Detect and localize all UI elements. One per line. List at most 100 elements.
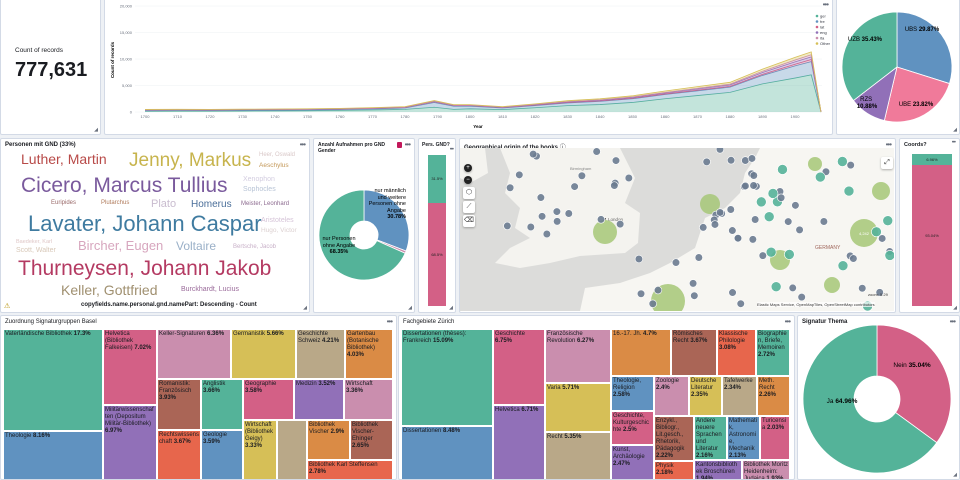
map-cluster: [526, 222, 535, 232]
treemap-cell[interactable]: Keller-Signaturen 6.36%: [157, 329, 231, 379]
treemap-cell[interactable]: Bibliothek Karl Steffensen 2.78%: [307, 460, 393, 479]
line-tool-icon[interactable]: ⟋: [463, 201, 475, 213]
thema-slice: [876, 324, 952, 444]
resize-handle[interactable]: ◢: [303, 305, 307, 311]
wordcloud-word[interactable]: Aristoteles: [261, 217, 294, 224]
warning-icon[interactable]: ⚠: [4, 303, 11, 310]
treemap-cell[interactable]: Tafelwerke 2.34%: [722, 376, 757, 416]
treemap-cell[interactable]: Geschichte Schweiz 4.21%: [296, 329, 345, 379]
treemap-cell[interactable]: [277, 420, 307, 479]
treemap-cell[interactable]: Germanistik 5.66%: [231, 329, 296, 379]
treemap-cell[interactable]: Helvetica (Bibliothek Falkeisen) 7.02%: [103, 329, 157, 405]
panel-menu-button[interactable]: •••: [784, 317, 791, 326]
treemap-cell[interactable]: Theologie, Religion 2.58%: [611, 376, 654, 411]
wordcloud-word[interactable]: Xenophon: [243, 176, 275, 183]
gender-donut-chart: [318, 189, 410, 281]
resize-handle[interactable]: ◢: [953, 305, 957, 311]
wordcloud-word[interactable]: Plutarchus: [101, 200, 130, 206]
area-chart: 0 5,000 10,000 15,000 20,000 1700 1710 1720 1730…: [110, 4, 831, 130]
wordcloud-word[interactable]: Lavater, Johann Caspar: [28, 211, 262, 236]
map-attribution[interactable]: Elastic Maps Service, OpenMapTiles, Open…: [757, 302, 875, 307]
panel-menu-button[interactable]: •••: [299, 140, 306, 149]
wordcloud-word[interactable]: Voltaire: [176, 239, 217, 253]
resize-handle[interactable]: ◢: [953, 127, 957, 133]
wordcloud-word[interactable]: Aeschylus: [259, 162, 289, 169]
treemap-cell[interactable]: Bibliothek Moritz Heidenheim: Judaica 1.…: [742, 460, 790, 479]
treemap-cell[interactable]: Physik 2.18%: [654, 461, 694, 479]
wordcloud-word[interactable]: Jenny, Markus: [129, 150, 252, 171]
wordcloud-word[interactable]: Keller, Gottfried: [61, 282, 158, 298]
treemap-cell[interactable]: Klassische Philologie 3.08%: [717, 329, 756, 376]
treemap-cell[interactable]: Biographien, Briefe, Memoiren 2.72%: [756, 329, 790, 376]
panel-menu-button[interactable]: •••: [951, 140, 956, 146]
treemap-cell[interactable]: Theologie 8.16%: [3, 431, 103, 479]
treemap-cell[interactable]: Zoologie 2.4%: [654, 376, 689, 416]
treemap-cell[interactable]: Turicensia 2.03%: [760, 416, 790, 460]
resize-handle[interactable]: ◢: [449, 305, 453, 311]
treemap-cell[interactable]: Geographie 3.58%: [243, 379, 294, 420]
polygon-tool-icon[interactable]: ⬡: [463, 187, 475, 199]
panel-menu-button[interactable]: •••: [449, 147, 454, 153]
wordcloud-word[interactable]: Baedeker, Karl: [16, 239, 53, 245]
treemap-cell[interactable]: Romanistik: Französisch 3.93%: [157, 379, 201, 430]
treemap-cell[interactable]: Kantonsbibliothek Broschüren 1.94%: [694, 460, 742, 479]
treemap-cell[interactable]: Geschichte 6.75%: [493, 329, 545, 405]
wordcloud-word[interactable]: Meister, Leonhard: [241, 201, 290, 207]
resize-handle[interactable]: ◢: [408, 305, 412, 311]
wordcloud-word[interactable]: Thurneysen, Johann Jakob: [18, 257, 272, 280]
treemap-cell[interactable]: Dissertationen (thèses): Frankreich 15.0…: [401, 329, 493, 426]
wordcloud-word[interactable]: Homerus: [191, 199, 232, 210]
treemap-cell[interactable]: Rechtswissenschaft 3.67%: [157, 430, 201, 479]
treemap-cell[interactable]: Wirtschaft (Bibliothek Geigy) 3.33%: [243, 420, 277, 479]
treemap-cell[interactable]: Recht 5.35%: [545, 432, 611, 479]
zoom-in-button[interactable]: +: [464, 164, 472, 172]
treemap-cell[interactable]: 16.-17. Jh. 4.7%: [611, 329, 671, 376]
resize-handle[interactable]: ◢: [94, 127, 98, 133]
x-tick-label: 1740: [271, 114, 281, 119]
fit-bounds-button[interactable]: ⤢: [881, 157, 893, 169]
treemap-cell[interactable]: Mathematik, Astronomie, Mechanik 2.13%: [727, 416, 760, 460]
treemap-cell[interactable]: Geologie 3.59%: [201, 430, 243, 479]
wordcloud-word[interactable]: Euripides: [51, 200, 77, 206]
treemap-cell[interactable]: Bibliothek Vischer-Ehinger 2.65%: [350, 420, 393, 460]
eraser-tool-icon[interactable]: ⌫: [463, 215, 475, 227]
treemap-cell[interactable]: Römisches Recht 3.67%: [671, 329, 717, 376]
panel-menu-button[interactable]: •••: [404, 140, 411, 149]
wordcloud-word[interactable]: Hugo, Victor: [261, 227, 297, 234]
treemap-cell[interactable]: Dissertationen 8.48%: [401, 426, 493, 479]
wordcloud-word[interactable]: Burckhardt, Lucius: [181, 286, 239, 293]
treemap-cell[interactable]: Deutsche Literatur 2.35%: [689, 376, 722, 416]
wordcloud-word[interactable]: Luther, Martin: [21, 151, 107, 167]
map-cluster: [536, 193, 545, 202]
treemap-cell[interactable]: Wirtschaft 3.36%: [344, 379, 393, 420]
panel-menu-button[interactable]: •••: [386, 317, 393, 326]
legend-toggle-icon[interactable]: [397, 142, 402, 148]
panel-menu-button[interactable]: •••: [885, 140, 892, 149]
panel-menu-button[interactable]: •••: [822, 0, 829, 9]
treemap-cell[interactable]: Medizin 3.52%: [294, 379, 344, 420]
wordcloud-word[interactable]: Sophocles: [243, 186, 276, 193]
wordcloud-word[interactable]: Plato: [151, 198, 177, 210]
zoom-out-button[interactable]: −: [464, 176, 472, 184]
treemap-cell[interactable]: Helvetica 6.71%: [493, 405, 545, 479]
treemap-cell[interactable]: Militärwissenschaften (Depositum Militär…: [103, 405, 157, 479]
treemap-cell[interactable]: Geschichte, Kulturgeschichte 2.5%: [611, 411, 654, 445]
wordcloud-word[interactable]: Scott, Walter: [16, 247, 56, 254]
treemap-cell[interactable]: Bibliothek Vischer 2.9%: [307, 420, 350, 460]
treemap-cell[interactable]: Anglistik 3.66%: [201, 379, 243, 430]
treemap-cell[interactable]: Kunst, Archäologie 2.47%: [611, 445, 654, 479]
treemap-cell[interactable]: Varia 5.71%: [545, 383, 611, 432]
wordcloud-word[interactable]: Bircher, Eugen: [78, 238, 164, 253]
treemap-cell[interactable]: Enzykl., Bibliogr., Lit.gesch., Rhetorik…: [654, 416, 694, 461]
treemap-cell[interactable]: Französische Revolution 6.27%: [545, 329, 611, 383]
treemap-cell[interactable]: Andere neuere Sprachen und Literatur 2.1…: [694, 416, 727, 460]
treemap-cell[interactable]: Meth. Recht 2.26%: [757, 376, 790, 416]
resize-handle[interactable]: ◢: [953, 472, 957, 478]
map-canvas[interactable]: Birmingham London GERMANY 4,242: [460, 148, 894, 311]
wordcloud-word[interactable]: Cicero, Marcus Tullius: [21, 174, 228, 197]
wordcloud-word[interactable]: Bertsche, Jacob: [233, 244, 277, 250]
wordcloud-word[interactable]: Heer, Oswald: [259, 152, 296, 158]
panel-menu-button[interactable]: •••: [949, 317, 956, 326]
treemap-cell[interactable]: Gartenbau (Botanische Bibliothek) 4.03%: [345, 329, 393, 379]
treemap-cell[interactable]: Vaterländische Bibliothek 17.3%: [3, 329, 103, 431]
